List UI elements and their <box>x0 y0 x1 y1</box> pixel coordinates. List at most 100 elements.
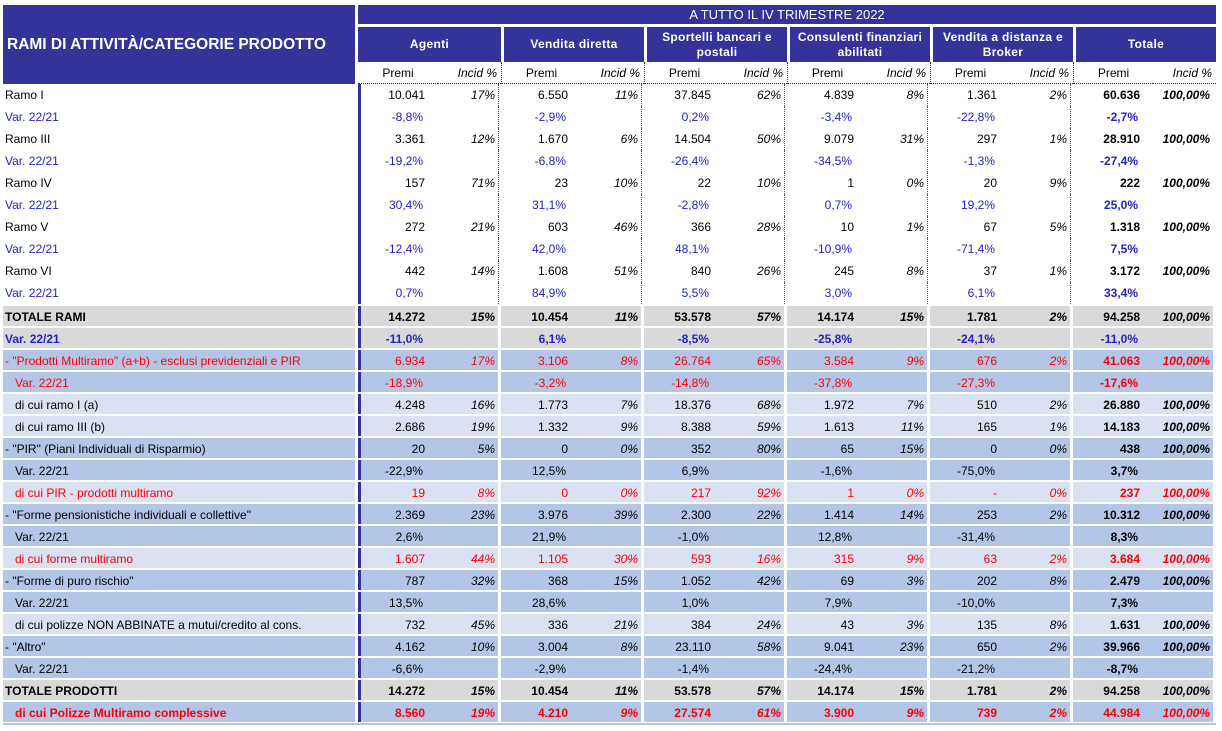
incid-cell: 100,00% <box>1150 416 1213 436</box>
incid-cell: 21% <box>578 614 641 634</box>
incid-cell <box>721 282 784 304</box>
premi-cell: 12,5% <box>498 460 578 480</box>
premi-cell: 94.258 <box>1070 306 1150 326</box>
premi-cell: -3,2% <box>498 372 578 392</box>
premi-cell: -12,4% <box>358 238 435 260</box>
premi-cell: 297 <box>927 128 1007 150</box>
incid-cell: 11% <box>578 306 641 326</box>
premi-cell: 28.910 <box>1070 128 1150 150</box>
row-label: Ramo III <box>5 132 51 146</box>
incid-cell <box>578 328 641 348</box>
premi-cell: -10,9% <box>784 238 864 260</box>
incid-cell: 11% <box>614 88 638 102</box>
premi-cell: - <box>927 482 1007 502</box>
incid-cell <box>1007 592 1070 612</box>
premi-cell: -6,6% <box>358 658 435 678</box>
premi-cell: 0,2% <box>641 106 721 128</box>
premi-cell: 28,6% <box>498 592 578 612</box>
incid-cell: 100,00% <box>1162 264 1210 278</box>
premi-cell: 157 <box>358 172 435 194</box>
premi-cell: 237 <box>1070 482 1150 502</box>
incid-cell <box>1150 658 1213 678</box>
incid-cell <box>1150 460 1213 480</box>
premi-cell: -18,9% <box>358 372 435 392</box>
incid-cell: 3% <box>864 614 927 634</box>
premi-cell: -2,7% <box>1070 106 1150 128</box>
premi-cell: 4.248 <box>358 394 435 414</box>
premi-cell: 60.636 <box>1070 84 1150 106</box>
table-row: - "Prodotti Multiramo" (a+b) - esclusi p… <box>3 348 1216 370</box>
table-row: - "Forme pensionistiche individuali e co… <box>3 502 1216 524</box>
premi-cell: 3.361 <box>358 128 435 150</box>
premi-cell: 13,5% <box>358 592 435 612</box>
premi-cell: -8,8% <box>358 106 435 128</box>
incid-cell: 46% <box>613 220 638 234</box>
incid-cell <box>1150 194 1213 216</box>
premi-cell: 7,9% <box>784 592 864 612</box>
premi-cell: -1,6% <box>784 460 864 480</box>
incid-cell <box>1007 460 1070 480</box>
premi-cell: -1,0% <box>641 526 721 546</box>
premi-cell: 23 <box>498 172 578 194</box>
incid-cell: 3% <box>864 570 927 590</box>
premi-cell: 14.183 <box>1070 416 1150 436</box>
incid-cell: 17% <box>435 350 498 370</box>
premi-cell: 14.174 <box>784 306 864 326</box>
incid-cell <box>721 150 784 172</box>
incid-cell: 71% <box>470 176 495 190</box>
premi-cell: -3,4% <box>784 106 864 128</box>
premi-cell: 368 <box>498 570 578 590</box>
premi-cell: -24,4% <box>784 658 864 678</box>
premi-cell: 1.318 <box>1070 216 1150 238</box>
premi-cell: 135 <box>927 614 1007 634</box>
premi-cell: -34,5% <box>784 150 864 172</box>
table-row: Ramo IV 157 71% 23 10% 22 10% 1 0% 20 9% 222 100,00% <box>3 172 1216 194</box>
premi-cell: 6,9% <box>641 460 721 480</box>
row-label: Var. 22/21 <box>3 328 355 348</box>
incid-cell: 7% <box>864 394 927 414</box>
incid-cell: 21% <box>470 220 495 234</box>
premi-cell: -17,6% <box>1070 372 1150 392</box>
premi-cell: 0 <box>927 438 1007 458</box>
premi-cell: 1.781 <box>927 680 1007 700</box>
incid-cell <box>721 526 784 546</box>
premi-cell: 14.272 <box>358 306 435 326</box>
incid-cell: 92% <box>721 482 784 502</box>
incid-cell <box>1007 658 1070 678</box>
premi-cell: 10.454 <box>498 680 578 700</box>
incid-cell <box>435 282 498 304</box>
premi-cell: 1.608 <box>498 260 578 282</box>
row-label: - "PIR" (Piani Individuali di Risparmio) <box>3 438 355 458</box>
incid-cell: 68% <box>721 394 784 414</box>
premi-column-header: Premi <box>501 62 581 84</box>
premi-cell: 510 <box>927 394 1007 414</box>
incid-cell: 19% <box>435 702 498 722</box>
table-row: Var. 22/21 0,7% 84,9% 5,5% 3,0% 6,1% 33,4% <box>3 282 1216 304</box>
incid-column-header: Incid % <box>867 62 930 84</box>
row-label: Var. 22/21 <box>3 460 355 480</box>
premi-cell: 30,4% <box>358 194 435 216</box>
premi-cell: -31,4% <box>927 526 1007 546</box>
row-label: Var. 22/21 <box>3 658 355 678</box>
incid-cell <box>1007 238 1070 260</box>
premi-cell: 165 <box>927 416 1007 436</box>
incid-cell: 39% <box>578 504 641 524</box>
incid-cell <box>1007 106 1070 128</box>
incid-cell <box>864 238 927 260</box>
premi-cell: 27.574 <box>641 702 721 722</box>
premi-cell: 1,0% <box>641 592 721 612</box>
table-row: Var. 22/21 -12,4% 42,0% 48,1% -10,9% -71,4% 7,… <box>3 238 1216 260</box>
premi-cell: 1.105 <box>498 548 578 568</box>
premi-cell: 2.369 <box>358 504 435 524</box>
incid-cell: 100,00% <box>1150 504 1213 524</box>
incid-cell: 100,00% <box>1150 482 1213 502</box>
row-label: Var. 22/21 <box>5 198 59 212</box>
premi-cell: 1.607 <box>358 548 435 568</box>
incid-cell: 1% <box>906 220 924 234</box>
table-row: Var. 22/21 -8,8% -2,9% 0,2% -3,4% -22,8% -2,7% <box>3 106 1216 128</box>
incid-column-header: Incid % <box>1153 62 1216 84</box>
table-row: TOTALE PRODOTTI 14.272 15% 10.454 11% 53.578 5… <box>3 678 1216 700</box>
premi-cell: 6,1% <box>927 282 1007 304</box>
incid-cell: 2% <box>1007 680 1070 700</box>
incid-cell <box>435 238 498 260</box>
